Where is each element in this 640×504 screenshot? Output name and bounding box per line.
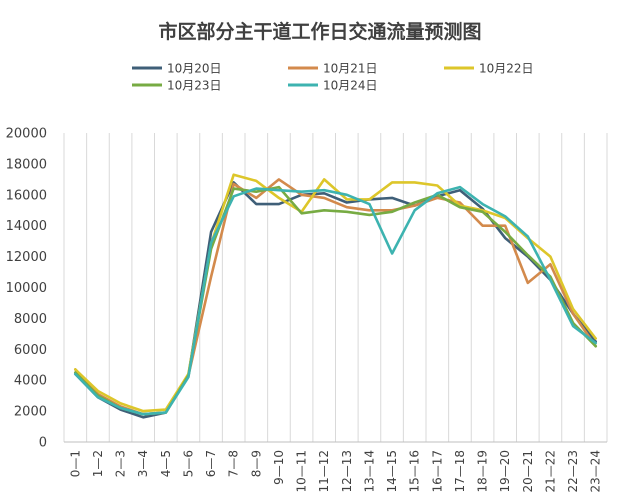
y-tick-label: 10000	[6, 281, 47, 296]
legend-label: 10月22日	[479, 62, 534, 76]
x-tick-label: 15—16	[408, 450, 422, 493]
x-tick-label: 2—3	[114, 450, 128, 477]
x-tick-label: 9—10	[272, 450, 286, 485]
chart-title: 市区部分主干道工作日交通流量预测图	[158, 20, 481, 43]
y-tick-label: 6000	[14, 343, 47, 358]
x-tick-label: 7—8	[227, 450, 241, 477]
x-tick-label: 12—13	[340, 450, 354, 493]
x-tick-label: 18—19	[476, 450, 490, 493]
x-tick-label: 17—18	[453, 450, 467, 493]
x-tick-label: 0—1	[68, 450, 82, 477]
x-tick-label: 11—12	[317, 450, 331, 493]
x-tick-label: 10—11	[295, 450, 309, 493]
series-line	[74, 185, 598, 416]
y-tick-label: 0	[39, 436, 47, 451]
x-axis: 0—1 1—2 2—3 3—4 4—5 5—6 6—7 7—8 8—9 9—10 10—11 11—1…	[68, 450, 602, 493]
x-tick-label: 20—21	[521, 450, 535, 493]
y-tick-label: 12000	[6, 250, 47, 265]
y-tick-label: 20000	[6, 127, 47, 142]
x-tick-label: 22—23	[566, 450, 580, 493]
legend-label: 10月21日	[323, 62, 378, 76]
y-tick-label: 18000	[6, 157, 47, 172]
y-tick-label: 4000	[14, 374, 47, 389]
x-tick-label: 8—9	[249, 450, 263, 477]
y-tick-label: 8000	[14, 312, 47, 327]
x-tick-label: 19—20	[498, 450, 512, 493]
y-tick-label: 2000	[14, 405, 47, 420]
series-lines	[74, 173, 598, 419]
x-tick-label: 6—7	[204, 450, 218, 477]
x-tick-label: 14—15	[385, 450, 399, 493]
x-tick-label: 5—6	[181, 450, 195, 477]
legend-label: 10月23日	[167, 79, 222, 93]
y-axis: 0 2000 4000 6000 8000 10000 12000 14000 16000 180…	[6, 127, 47, 451]
y-tick-label: 16000	[6, 188, 47, 203]
legend-label: 10月20日	[167, 62, 222, 76]
legend: 10月20日 10月21日 10月22日 10月23日 10月24日	[132, 62, 534, 93]
x-tick-label: 1—2	[91, 450, 105, 477]
x-tick-label: 16—17	[430, 450, 444, 493]
x-tick-label: 3—4	[136, 450, 150, 477]
x-tick-label: 21—22	[543, 450, 557, 493]
x-tick-label: 4—5	[159, 450, 173, 477]
grid-lines	[63, 133, 608, 443]
x-tick-label: 13—14	[362, 450, 376, 493]
y-tick-label: 14000	[6, 219, 47, 234]
x-tick-label: 23—24	[589, 450, 603, 493]
legend-label: 10月24日	[323, 79, 378, 93]
